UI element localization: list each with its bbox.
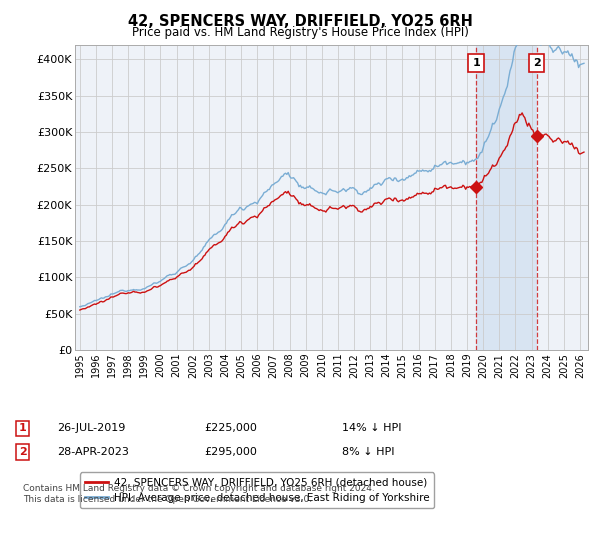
Text: Price paid vs. HM Land Registry's House Price Index (HPI): Price paid vs. HM Land Registry's House … xyxy=(131,26,469,39)
Bar xyxy=(476,45,536,350)
Text: Contains HM Land Registry data © Crown copyright and database right 2024.
This d: Contains HM Land Registry data © Crown c… xyxy=(23,484,374,504)
Text: £225,000: £225,000 xyxy=(204,423,257,433)
Text: 14% ↓ HPI: 14% ↓ HPI xyxy=(342,423,401,433)
Text: 2: 2 xyxy=(19,447,26,457)
Text: 28-APR-2023: 28-APR-2023 xyxy=(57,447,129,457)
Legend: 42, SPENCERS WAY, DRIFFIELD, YO25 6RH (detached house), HPI: Average price, deta: 42, SPENCERS WAY, DRIFFIELD, YO25 6RH (d… xyxy=(80,473,434,508)
Text: 42, SPENCERS WAY, DRIFFIELD, YO25 6RH: 42, SPENCERS WAY, DRIFFIELD, YO25 6RH xyxy=(128,14,472,29)
Text: 1: 1 xyxy=(472,58,480,68)
Text: 26-JUL-2019: 26-JUL-2019 xyxy=(57,423,125,433)
Text: £295,000: £295,000 xyxy=(204,447,257,457)
Text: 1: 1 xyxy=(19,423,26,433)
Text: 8% ↓ HPI: 8% ↓ HPI xyxy=(342,447,395,457)
Text: 2: 2 xyxy=(533,58,541,68)
